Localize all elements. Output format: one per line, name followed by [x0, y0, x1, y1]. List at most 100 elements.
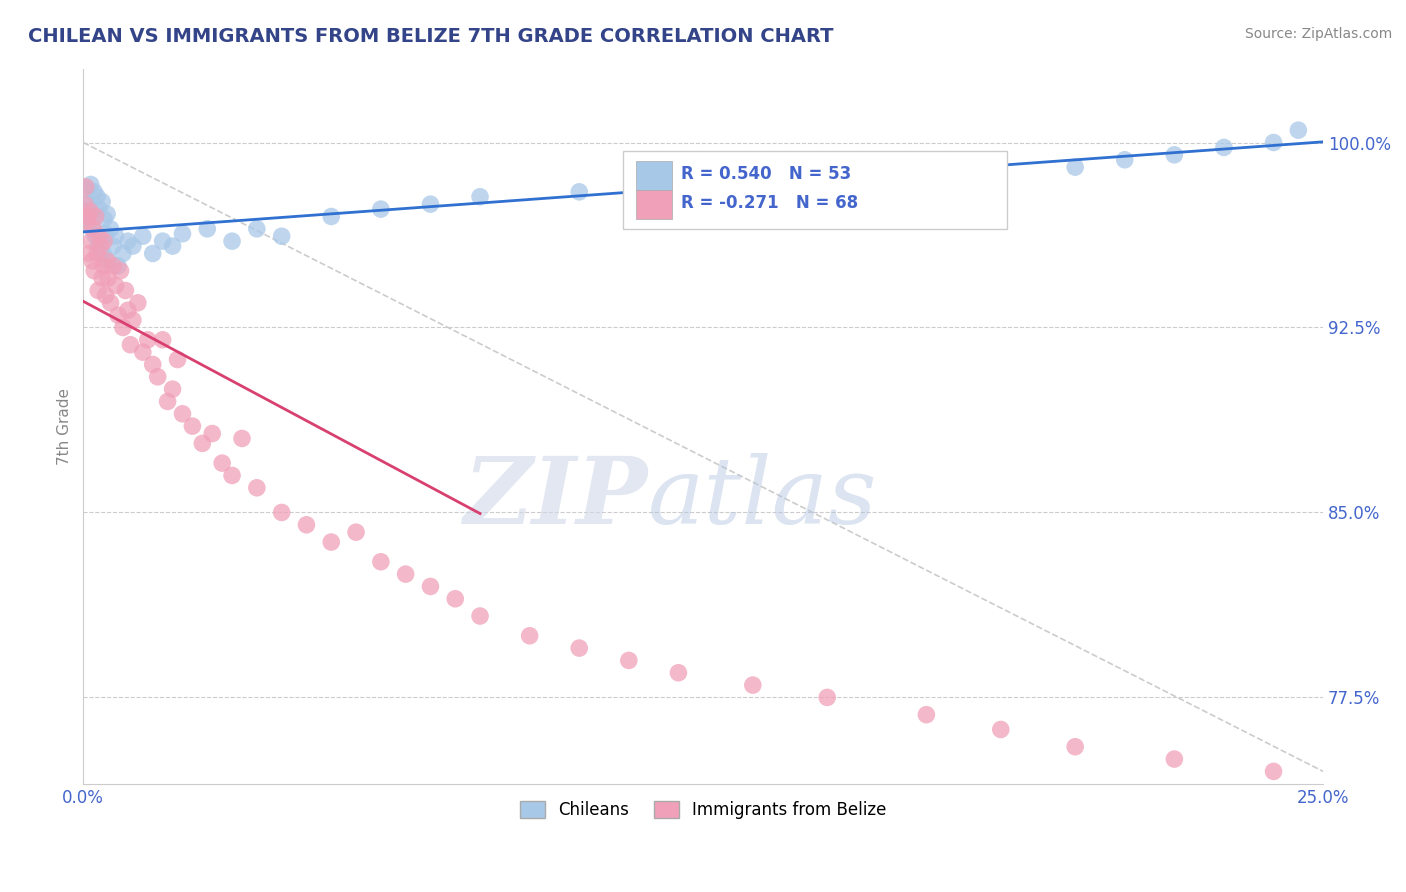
Point [96, 253, 118, 268]
Point [107, 308, 129, 322]
Point [82, 222, 104, 236]
Point [132, 345, 155, 359]
Point [1213, 140, 1236, 154]
Point [142, 246, 165, 260]
FancyBboxPatch shape [623, 151, 1007, 229]
Point [668, 180, 690, 194]
Point [80, 178, 103, 192]
Point [79, 204, 101, 219]
Point [172, 407, 194, 421]
Point [100, 222, 122, 236]
Point [1064, 739, 1087, 754]
Point [1114, 153, 1136, 167]
Point [114, 284, 136, 298]
FancyBboxPatch shape [637, 190, 672, 219]
Point [122, 313, 145, 327]
Point [91, 194, 114, 209]
Point [76, 182, 98, 196]
Point [111, 246, 134, 260]
Point [221, 234, 243, 248]
Point [77, 210, 100, 224]
Point [75, 180, 97, 194]
Point [156, 394, 179, 409]
Point [97, 253, 120, 268]
Point [94, 227, 117, 241]
FancyBboxPatch shape [637, 161, 672, 190]
Point [76, 214, 98, 228]
Point [444, 591, 467, 606]
Point [270, 505, 292, 519]
Point [152, 333, 174, 347]
Point [82, 253, 104, 268]
Legend: Chileans, Immigrants from Belize: Chileans, Immigrants from Belize [513, 794, 893, 825]
Point [94, 288, 117, 302]
Point [96, 207, 118, 221]
Point [568, 641, 591, 656]
Point [231, 432, 253, 446]
Point [87, 284, 110, 298]
Point [91, 259, 114, 273]
Point [87, 239, 110, 253]
Point [395, 567, 418, 582]
Point [1064, 160, 1087, 174]
Point [915, 707, 938, 722]
Point [191, 436, 214, 450]
Point [370, 202, 392, 216]
Point [246, 222, 269, 236]
Point [195, 222, 218, 236]
Point [419, 197, 441, 211]
Text: R = 0.540   N = 53: R = 0.540 N = 53 [681, 165, 851, 184]
Point [117, 234, 139, 248]
Point [321, 210, 343, 224]
Point [86, 246, 108, 260]
Point [915, 165, 938, 179]
Point [91, 246, 114, 260]
Point [89, 229, 111, 244]
Point [80, 234, 103, 248]
Point [568, 185, 591, 199]
Point [519, 629, 541, 643]
Point [82, 210, 104, 224]
Point [468, 190, 491, 204]
Point [1163, 148, 1185, 162]
Point [172, 227, 194, 241]
Point [815, 172, 838, 186]
Point [295, 517, 318, 532]
Point [89, 202, 111, 216]
Point [1263, 764, 1285, 779]
Point [107, 259, 129, 273]
Point [166, 352, 188, 367]
Point [86, 190, 108, 204]
Y-axis label: 7th Grade: 7th Grade [58, 388, 72, 465]
Point [1163, 752, 1185, 766]
Point [93, 211, 115, 226]
Point [201, 426, 224, 441]
Point [617, 653, 640, 667]
Point [668, 665, 690, 680]
Point [101, 239, 124, 253]
Point [344, 525, 367, 540]
Point [73, 197, 96, 211]
Point [221, 468, 243, 483]
Point [83, 264, 105, 278]
Point [77, 246, 100, 260]
Point [83, 185, 105, 199]
Point [104, 229, 127, 244]
Point [132, 229, 155, 244]
Point [75, 204, 97, 219]
Text: Source: ZipAtlas.com: Source: ZipAtlas.com [1244, 27, 1392, 41]
Point [866, 160, 889, 174]
Point [717, 172, 740, 186]
Text: CHILEAN VS IMMIGRANTS FROM BELIZE 7TH GRADE CORRELATION CHART: CHILEAN VS IMMIGRANTS FROM BELIZE 7TH GR… [28, 27, 834, 45]
Point [815, 690, 838, 705]
Point [181, 419, 204, 434]
Point [127, 295, 149, 310]
Point [270, 229, 292, 244]
Point [990, 723, 1012, 737]
Point [321, 535, 343, 549]
Point [77, 197, 100, 211]
Point [93, 234, 115, 248]
Point [152, 234, 174, 248]
Point [97, 271, 120, 285]
Point [741, 678, 763, 692]
